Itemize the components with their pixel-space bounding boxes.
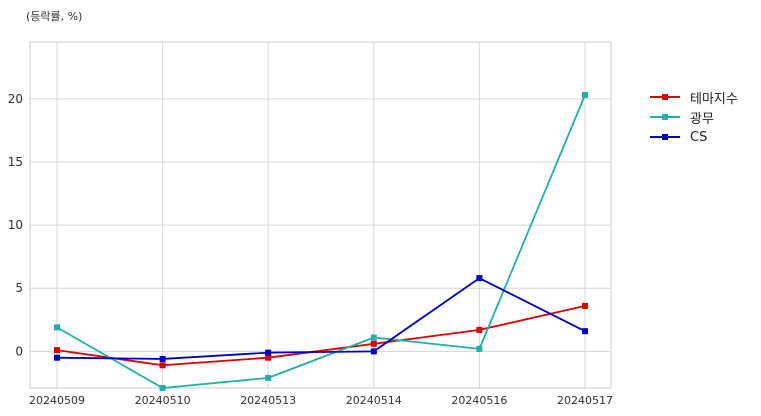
data-point xyxy=(159,385,166,391)
data-point xyxy=(159,362,166,369)
data-point xyxy=(265,349,272,356)
data-point xyxy=(265,354,272,361)
data-point xyxy=(476,345,483,352)
legend-item: 광무 xyxy=(650,107,738,127)
data-point xyxy=(582,92,588,99)
data-point xyxy=(265,374,272,381)
legend-item: 테마지수 xyxy=(650,87,738,107)
x-tick-label: 20240514 xyxy=(346,394,402,407)
y-tick-label: 5 xyxy=(15,281,23,295)
legend-label: 테마지수 xyxy=(690,91,738,107)
data-point xyxy=(54,324,60,331)
data-point xyxy=(159,355,166,362)
legend-item: CS xyxy=(650,127,738,147)
x-tick-label: 20240509 xyxy=(29,394,85,407)
data-point xyxy=(370,348,377,355)
y-tick-label: 15 xyxy=(8,155,23,169)
data-point xyxy=(54,354,60,361)
data-point xyxy=(582,328,588,335)
plot-frame xyxy=(29,41,612,389)
legend-swatch xyxy=(650,132,680,142)
x-tick-label: 20240510 xyxy=(135,394,191,407)
legend-swatch xyxy=(650,92,680,102)
y-tick-label: 10 xyxy=(8,218,23,232)
legend-label: CS xyxy=(690,129,708,145)
y-tick-label: 0 xyxy=(15,344,23,358)
data-point xyxy=(54,347,60,354)
series-line xyxy=(56,94,586,389)
legend-swatch-marker xyxy=(662,134,668,140)
unit-label: (등락률, %) xyxy=(26,10,83,23)
legend-swatch-marker xyxy=(662,94,668,100)
series-line xyxy=(56,305,586,367)
legend-label: 광무 xyxy=(690,111,714,127)
data-point xyxy=(370,334,377,341)
data-point xyxy=(476,326,483,333)
data-point xyxy=(476,275,483,282)
y-tick-label: 20 xyxy=(8,92,23,106)
legend-swatch-marker xyxy=(662,114,668,120)
x-tick-label: 20240517 xyxy=(557,394,613,407)
data-point xyxy=(370,340,377,347)
x-tick-label: 20240513 xyxy=(240,394,296,407)
legend-swatch xyxy=(650,112,680,122)
data-point xyxy=(582,302,588,309)
series-line xyxy=(56,277,586,360)
x-tick-label: 20240516 xyxy=(451,394,507,407)
